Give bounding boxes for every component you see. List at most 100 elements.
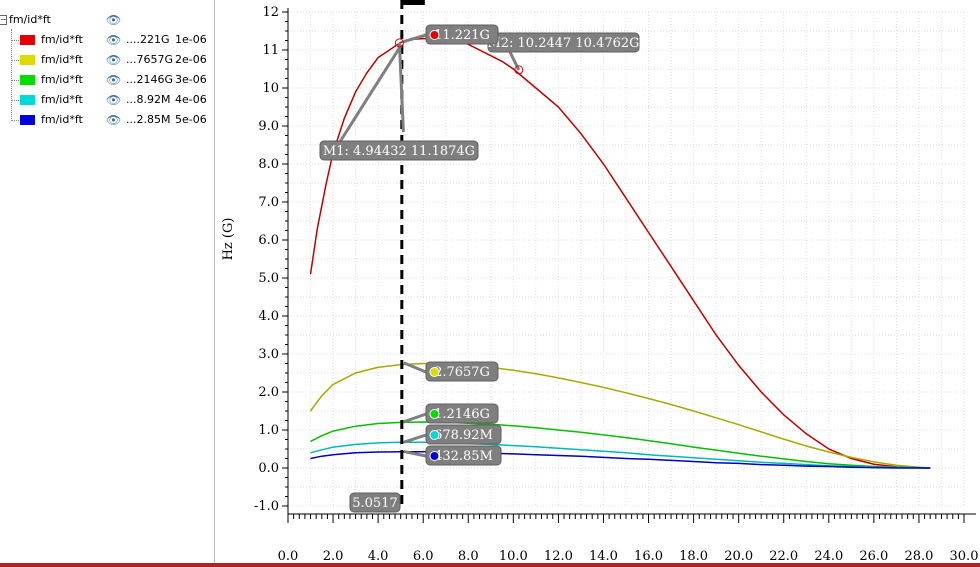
bottom-border — [0, 563, 980, 567]
trace-name: fm/id*ft — [41, 113, 83, 126]
cursor-x-readout: 5.0517 — [352, 496, 398, 511]
marker-m2-label: M2: 10.2447 10.4762G — [487, 36, 639, 51]
x-tick-label: 14.0 — [589, 549, 618, 564]
legend-panel: − fm/id*ft 👁 fm/id*ft 👁 ....221G 1e-06 f… — [0, 0, 215, 567]
legend-item[interactable]: fm/id*ft 👁 ....221G 1e-06 — [0, 31, 210, 49]
y-tick-label: 6.0 — [258, 233, 279, 248]
series-line — [309, 37, 931, 469]
collapse-icon[interactable]: − — [0, 15, 7, 25]
chart-svg[interactable]: -1.0 0.0 1.0 2.0 3.0 4.0 5.0 6.0 7.0 8.0 9.0 10 11 12… — [216, 0, 980, 567]
marker-connector — [403, 361, 427, 374]
legend-root-label: fm/id*ft — [9, 13, 51, 26]
legend-item[interactable]: fm/id*ft 👁 ...8.92M 4e-06 — [0, 91, 210, 109]
eye-icon[interactable]: 👁 — [106, 93, 122, 107]
series-line — [310, 450, 931, 469]
trace-color-swatch — [20, 95, 35, 105]
marker-m1-label-box — [319, 140, 479, 161]
x-tick-label: 24.0 — [814, 549, 843, 564]
trace-value: ...7657G — [126, 53, 174, 66]
plot-area[interactable]: -1.0 0.0 1.0 2.0 3.0 4.0 5.0 6.0 7.0 8.0 9.0 10 11 12… — [216, 0, 980, 567]
x-tick-label: 2.0 — [323, 549, 344, 564]
y-tick-label: 11 — [262, 43, 279, 58]
y-tick-label: 5.0 — [258, 271, 279, 286]
marker-connector — [403, 33, 427, 44]
marker-value-label: 1.2146G — [434, 407, 490, 422]
trace-value: ....221G — [126, 33, 170, 46]
marker-value-dot — [429, 451, 440, 461]
legend-item[interactable]: fm/id*ft 👁 ...7657G 2e-06 — [0, 51, 210, 69]
trace-color-swatch — [20, 115, 35, 125]
trace-param: 3e-06 — [175, 73, 207, 86]
marker-connector — [397, 42, 405, 133]
series-line — [310, 441, 931, 469]
x-tick-label: 22.0 — [769, 549, 798, 564]
marker-value-dot — [429, 367, 440, 377]
trace-param: 5e-06 — [175, 113, 207, 126]
marker-ring — [394, 38, 404, 48]
eye-icon[interactable]: 👁 — [106, 113, 122, 127]
y-axis-label: Hz (G) — [221, 218, 236, 261]
x-tick-label: 6.0 — [413, 549, 434, 564]
eye-icon[interactable]: 👁 — [106, 73, 122, 87]
tree-line — [11, 29, 12, 121]
y-tick-label: 1.0 — [258, 423, 279, 438]
y-tick-label: 3.0 — [258, 347, 279, 362]
marker-value-label: 2.7657G — [434, 365, 490, 380]
tree-branch — [11, 60, 19, 61]
y-tick-label: 4.0 — [258, 309, 279, 324]
y-tick-label: -1.0 — [254, 499, 279, 514]
marker-connector — [403, 412, 427, 424]
marker-value-dot — [429, 430, 440, 440]
y-tick-label: 7.0 — [258, 195, 279, 210]
trace-name: fm/id*ft — [41, 53, 83, 66]
x-tick-label: 20.0 — [724, 549, 753, 564]
legend-root[interactable]: − fm/id*ft 👁 — [0, 11, 200, 29]
x-tick-label: 30.0 — [950, 549, 979, 564]
marker-connector — [403, 450, 427, 458]
cursor-x-readout-box — [349, 492, 401, 513]
y-tick-label: 2.0 — [258, 385, 279, 400]
trace-value: ...2.85M — [126, 113, 171, 126]
x-tick-label: 28.0 — [904, 549, 933, 564]
trace-color-swatch — [20, 75, 35, 85]
legend-item[interactable]: fm/id*ft 👁 ...2.85M 5e-06 — [0, 111, 210, 129]
marker-value-label-box — [425, 424, 502, 445]
eye-icon[interactable]: 👁 — [106, 53, 122, 67]
x-tick-label: 16.0 — [634, 549, 663, 564]
marker-value-label-box — [425, 403, 499, 424]
marker-value-label-box — [425, 361, 499, 382]
trace-param: 4e-06 — [175, 93, 207, 106]
trace-name: fm/id*ft — [41, 33, 83, 46]
trace-name: fm/id*ft — [41, 73, 83, 86]
x-tick-label: 18.0 — [679, 549, 708, 564]
trace-color-swatch — [20, 35, 35, 45]
cursor-handle — [400, 0, 425, 5]
trace-name: fm/id*ft — [41, 93, 83, 106]
marker-value-label: 432.85M — [434, 449, 493, 464]
trace-value: ...8.92M — [126, 93, 171, 106]
y-tick-label: 8.0 — [258, 157, 279, 172]
trace-param: 2e-06 — [175, 53, 207, 66]
marker-value-label-box — [425, 24, 499, 45]
y-tick-label: 12 — [262, 5, 279, 20]
tree-branch — [11, 120, 19, 121]
tree-branch — [11, 100, 19, 101]
y-tick-label: 9.0 — [258, 119, 279, 134]
marker-value-label: 11.221G — [434, 28, 490, 43]
marker-connector — [403, 433, 427, 444]
series-line — [309, 362, 931, 469]
x-tick-label: 4.0 — [368, 549, 389, 564]
legend-item[interactable]: fm/id*ft 👁 ...2146G 3e-06 — [0, 71, 210, 89]
trace-color-swatch — [20, 55, 35, 65]
y-tick-label: 0.0 — [258, 461, 279, 476]
x-tick-label: 8.0 — [458, 549, 479, 564]
y-tick-label: 10 — [262, 81, 279, 96]
marker-m1-label: M1: 4.94432 11.1874G — [323, 144, 475, 159]
marker-connector — [334, 44, 403, 149]
marker-value-label-box — [425, 445, 502, 466]
eye-icon[interactable]: 👁 — [106, 33, 122, 47]
trace-param: 1e-06 — [175, 33, 207, 46]
eye-icon[interactable]: 👁 — [106, 13, 122, 27]
marker-value-dot — [429, 409, 440, 419]
x-tick-label: 26.0 — [859, 549, 888, 564]
